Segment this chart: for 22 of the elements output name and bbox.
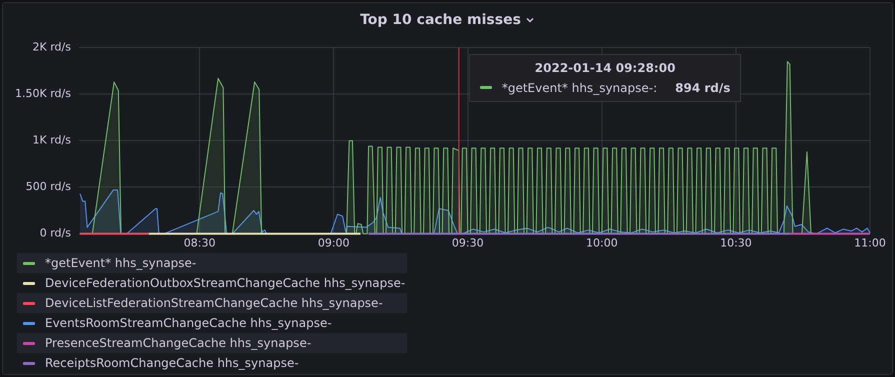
annotation: *getEvent* hhs_synapse-:	[502, 80, 658, 95]
legend-label: *getEvent* hhs_synapse-	[45, 255, 196, 272]
legend-label: DeviceListFederationStreamChangeCache hhs_synapse-	[45, 295, 383, 312]
y-tick-label: 0 rd/s	[40, 226, 72, 240]
y-tick-label: 500 rd/s	[26, 180, 72, 194]
annotation: 894 rd/s	[675, 80, 730, 95]
legend-label: DeviceFederationOutboxStreamChangeCache hhs_synapse-	[45, 275, 406, 292]
y-tick-label: 1.50K rd/s	[15, 87, 72, 100]
y-tick-label: 1K rd/s	[32, 134, 72, 147]
x-tick-label: 09:00	[318, 236, 350, 250]
x-tick-label: 10:00	[586, 236, 618, 250]
x-tick-label: 11:00	[854, 236, 886, 250]
legend-label: PresenceStreamChangeCache hhs_synapse-	[45, 335, 312, 352]
y-tick-label: 2K rd/s	[32, 40, 72, 54]
chart-title: Top 10 cache misses	[360, 12, 521, 28]
x-tick-label: 08:30	[184, 236, 216, 250]
legend-label: ReceiptsRoomChangeCache hhs_synapse-	[45, 355, 299, 372]
x-tick-label: 10:30	[720, 236, 752, 250]
legend-label: EventsRoomStreamChangeCache hhs_synapse-	[45, 315, 332, 332]
annotation: 2022-01-14 09:28:00	[534, 60, 676, 75]
x-tick-label: 09:30	[452, 236, 484, 250]
tooltip-box: 2022-01-14 09:28:00 *getEvent* hhs_synapse-: 894 rd/s	[468, 54, 742, 102]
